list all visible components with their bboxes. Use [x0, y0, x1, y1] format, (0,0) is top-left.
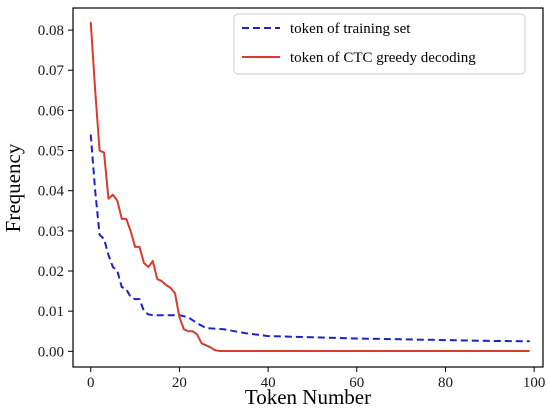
legend: token of training set token of CTC greed…	[233, 13, 526, 75]
y-tick-label: 0.07	[38, 63, 65, 79]
series-layer	[89, 21, 530, 352]
y-tick-label: 0.00	[38, 344, 64, 360]
legend-box	[233, 13, 526, 75]
x-tick-label: 40	[261, 375, 276, 391]
x-tick-label: 0	[87, 375, 95, 391]
legend-label-ctc-greedy: token of CTC greedy decoding	[290, 50, 476, 66]
y-tick-label: 0.08	[38, 23, 64, 39]
series-line-0	[89, 134, 530, 343]
x-tick-label: 100	[523, 375, 546, 391]
legend-label-training-set: token of training set	[290, 21, 411, 37]
y-tick-label: 0.01	[38, 304, 64, 320]
x-axis: 0 20 40 60 80 100	[87, 367, 545, 391]
y-tick-label: 0.04	[38, 184, 65, 200]
x-tick-label: 20	[172, 375, 187, 391]
x-axis-label: Token Number	[245, 385, 371, 408]
x-tick-label: 80	[438, 375, 453, 391]
series-line-1	[89, 21, 530, 352]
y-axis: 0.00 0.01 0.02 0.03 0.04 0.05 0.06 0.07 0.08	[38, 23, 73, 360]
y-tick-label: 0.05	[38, 144, 64, 160]
y-tick-label: 0.06	[38, 103, 65, 119]
y-axis-label: Frequency	[1, 143, 25, 232]
y-tick-label: 0.03	[38, 224, 64, 240]
y-tick-label: 0.02	[38, 264, 64, 280]
x-tick-label: 60	[349, 375, 364, 391]
